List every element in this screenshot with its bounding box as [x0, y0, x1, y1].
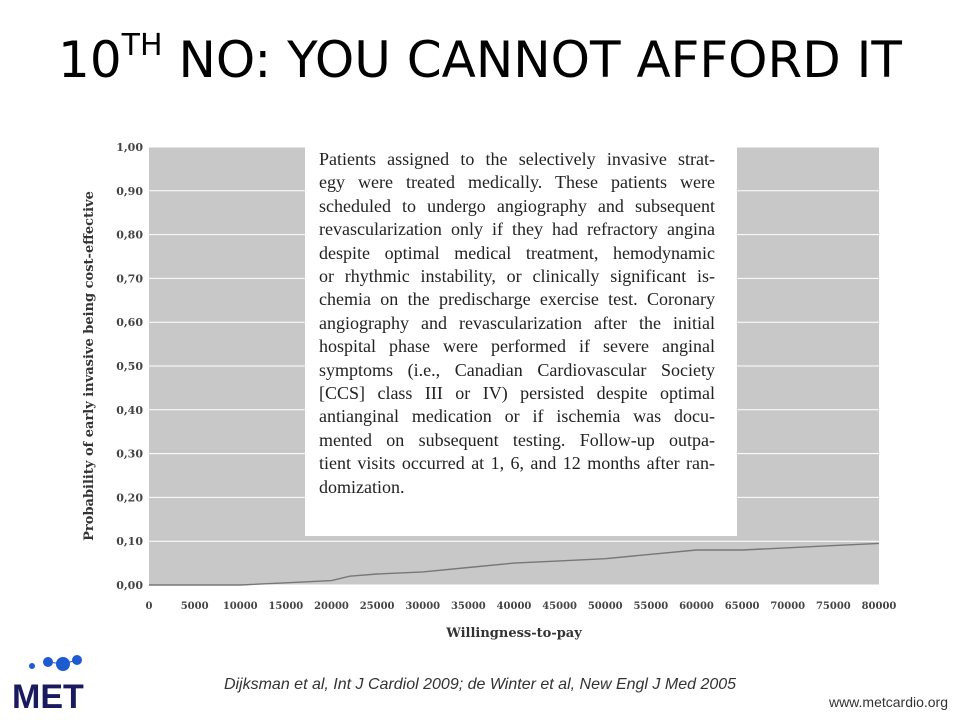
quote-line: antianginal medication or if ischemia wa… — [319, 406, 715, 427]
y-tick-label: 0,00 — [116, 579, 143, 592]
quote-line: mented on subsequent testing. Follow-up … — [319, 429, 715, 450]
quote-line: hospital phase were performed if severe … — [319, 336, 715, 357]
x-tick-labels: 0 5000 10000 15000 20000 25000 30000 35000 40000… — [146, 601, 897, 612]
y-tick-label: 0,70 — [116, 272, 143, 285]
x-tick-label: 55000 — [633, 601, 668, 612]
met-logo-icon: MET — [12, 655, 84, 716]
quote-box: Patients assigned to the selectively inv… — [305, 136, 737, 536]
citation: Dijksman et al, Int J Cardiol 2009; de W… — [223, 676, 737, 693]
x-tick-label: 35000 — [451, 601, 486, 612]
x-tick-label: 50000 — [588, 601, 623, 612]
x-tick-label: 75000 — [816, 601, 851, 612]
x-tick-label: 40000 — [497, 601, 532, 612]
quote-line: egy were treated medically. These patien… — [319, 172, 715, 193]
title-superscript: TH — [121, 28, 163, 63]
y-tick-label: 0,10 — [116, 535, 143, 548]
quote-line: or rhythmic instability, or clinically s… — [319, 266, 715, 287]
x-tick-label: 15000 — [268, 601, 303, 612]
x-tick-label: 30000 — [405, 601, 440, 612]
y-tick-label: 0,50 — [116, 360, 143, 373]
x-tick-label: 80000 — [862, 601, 897, 612]
y-tick-label: 0,60 — [116, 316, 143, 329]
x-axis-label: Willingness-to-pay — [445, 626, 582, 641]
y-tick-label: 1,00 — [116, 141, 143, 154]
x-tick-label: 45000 — [542, 601, 577, 612]
x-tick-label: 65000 — [725, 601, 760, 612]
quote-line: Patients assigned to the selectively inv… — [319, 149, 715, 169]
series-line — [149, 542, 880, 586]
y-tick-label: 0,30 — [116, 448, 143, 461]
quote-line: despite optimal medical treatment, hemod… — [319, 242, 715, 263]
quote-line: domization. — [319, 476, 405, 497]
y-tick-labels: 0,00 0,10 0,20 0,30 0,40 0,50 0,60 0,70 0,80 0,90… — [116, 141, 143, 592]
y-tick-label: 0,40 — [116, 404, 143, 417]
website-url[interactable]: www.metcardio.org — [828, 694, 948, 710]
quote-line: [CCS] class III or IV) persisted despite… — [319, 383, 715, 404]
x-tick-label: 70000 — [770, 601, 805, 612]
title-number: 10 — [58, 31, 122, 89]
y-tick-label: 0,90 — [116, 185, 143, 198]
quote-line: scheduled to undergo angiography and sub… — [319, 195, 715, 216]
title-text: NO: YOU CANNOT AFFORD IT — [162, 31, 902, 89]
y-tick-label: 0,80 — [116, 229, 143, 242]
x-tick-label: 10000 — [223, 601, 258, 612]
quote-line: tient visits occurred at 1, 6, and 12 mo… — [319, 453, 715, 474]
x-tick-label: 20000 — [314, 601, 349, 612]
slide-title: 10TH NO: YOU CANNOT AFFORD IT — [0, 28, 960, 92]
x-tick-label: 0 — [146, 601, 153, 612]
quote-line: chemia on the predischarge exercise test… — [319, 289, 715, 310]
x-tick-label: 25000 — [360, 601, 395, 612]
quote-line: revascularization only if they had refra… — [319, 219, 715, 240]
quote-line: angiography and revascularization after … — [319, 312, 715, 333]
quote-line: symptoms (i.e., Canadian Cardiovascular … — [319, 359, 715, 380]
y-tick-label: 0,20 — [116, 491, 143, 504]
x-tick-label: 5000 — [181, 601, 209, 612]
y-axis-label: Probability of early invasive being cost… — [82, 191, 97, 541]
x-tick-label: 60000 — [679, 601, 714, 612]
logo-text: MET — [12, 678, 84, 716]
